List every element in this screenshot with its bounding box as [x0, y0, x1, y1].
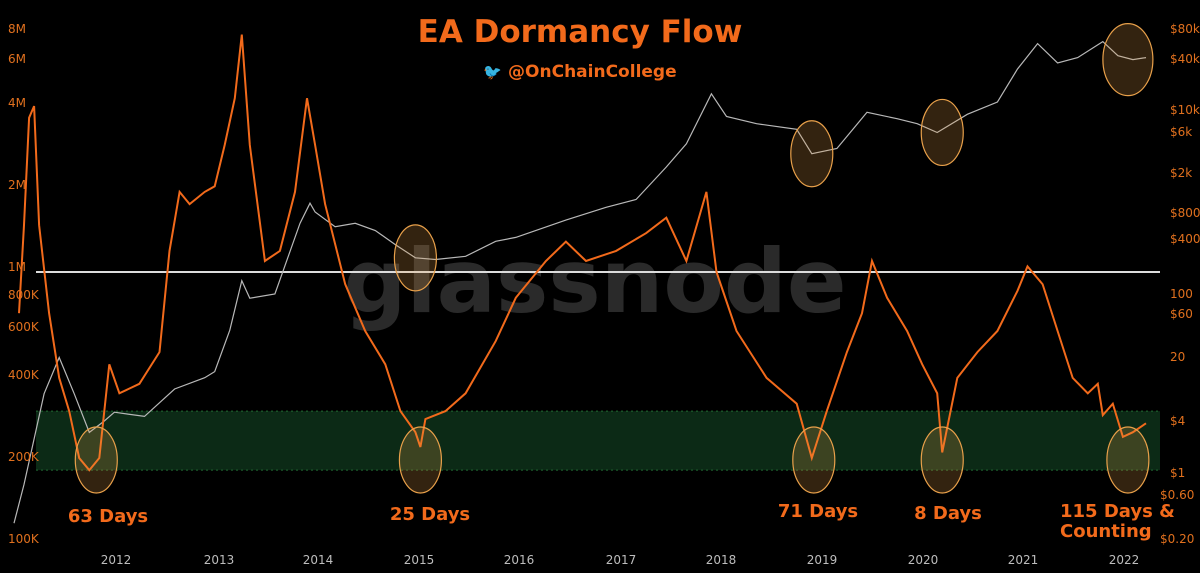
price-series-line	[13, 40, 1147, 524]
twitter-handle: 🐦 @OnChainCollege	[0, 62, 1160, 82]
y-left-tick: 4M	[8, 96, 26, 110]
y-right-tick: $800	[1170, 206, 1200, 220]
y-right-tick: $0.60	[1160, 488, 1195, 502]
chart-title: EA Dormancy Flow	[417, 14, 743, 50]
annotation-8-days: 8 Days	[914, 503, 982, 524]
y-right-tick: $400	[1170, 232, 1200, 246]
y-right-tick: $80k	[1170, 22, 1200, 36]
price-highlight-circle	[920, 98, 964, 167]
y-left-tick: 1M	[8, 260, 26, 274]
annotation-115-line2: Counting	[1060, 521, 1152, 542]
price-highlight-circle	[1102, 23, 1154, 97]
y-right-tick: 20	[1170, 350, 1186, 364]
price-highlight-circle	[790, 120, 834, 188]
y-left-tick: 100K	[8, 532, 39, 546]
x-tick: 2017	[605, 553, 637, 567]
x-tick: 2021	[1007, 553, 1039, 567]
x-tick: 2012	[100, 553, 132, 567]
x-tick: 2014	[302, 553, 334, 567]
y-left-tick: 6M	[8, 52, 26, 66]
glassnode-watermark: glassnode	[343, 230, 846, 333]
annotation-115-days: 115 Days & Counting	[1060, 502, 1175, 542]
annotation-25-days: 25 Days	[389, 504, 471, 525]
y-left-tick: 800K	[8, 288, 39, 302]
y-left-tick: 8M	[8, 22, 26, 36]
y-right-tick: $4	[1170, 414, 1186, 428]
twitter-bird-icon: 🐦	[483, 63, 503, 81]
price-highlight-circle	[393, 224, 438, 292]
x-tick: 2018	[705, 553, 737, 567]
x-tick: 2016	[503, 553, 535, 567]
buy-zone-band	[36, 411, 1160, 471]
y-right-tick: $60	[1170, 307, 1193, 321]
y-left-tick: 600K	[8, 320, 39, 334]
y-right-tick: $2k	[1170, 166, 1193, 180]
dormancy-flow-line	[18, 34, 1147, 472]
x-tick: 2022	[1108, 553, 1140, 567]
dip-highlight-circle	[792, 426, 836, 494]
y-left-tick: 400K	[8, 368, 39, 382]
y-right-tick: 100	[1170, 287, 1193, 301]
x-tick: 2013	[203, 553, 235, 567]
x-tick: 2019	[806, 553, 838, 567]
y-right-tick: $10k	[1170, 103, 1200, 117]
x-tick: 2015	[403, 553, 435, 567]
handle-text: @OnChainCollege	[508, 62, 677, 82]
dip-highlight-circle	[398, 426, 443, 494]
y-right-tick: $0.20	[1160, 532, 1195, 546]
y-left-tick: 200K	[8, 450, 39, 464]
y-left-tick: 2M	[8, 178, 26, 192]
dip-highlight-circle	[1106, 426, 1150, 494]
y-right-tick: $1	[1170, 466, 1186, 480]
annotation-63-days: 63 Days	[67, 506, 149, 527]
y-right-tick: $40k	[1170, 52, 1200, 66]
dip-highlight-circle	[74, 426, 118, 494]
y-right-tick: $6k	[1170, 125, 1193, 139]
annotation-71-days: 71 Days	[777, 501, 859, 522]
annotation-115-line1: 115 Days &	[1060, 501, 1175, 522]
x-tick: 2020	[907, 553, 939, 567]
dip-highlight-circle	[920, 426, 964, 494]
